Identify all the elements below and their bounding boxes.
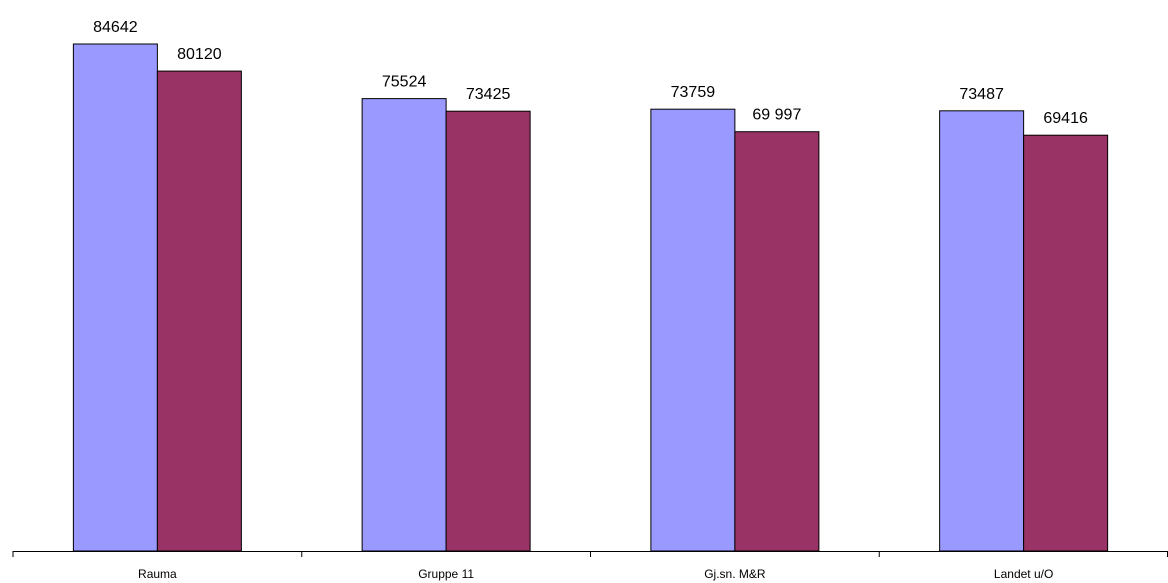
- category-label-1: Gruppe 11: [418, 567, 474, 581]
- value-label-s1-1: 75524: [382, 74, 427, 91]
- category-label-0: Rauma: [138, 567, 177, 581]
- value-label-s1-3: 73487: [959, 86, 1004, 103]
- value-label-s2-0: 80120: [177, 46, 222, 63]
- value-label-s1-0: 84642: [93, 19, 138, 36]
- bar-s1-1: [361, 98, 447, 552]
- x-axis: [12, 551, 1168, 557]
- value-labels-layer: 84642 80120 75524 73425 73759 69 997 73487 6941…: [93, 19, 1088, 127]
- bar-s1-0: [72, 43, 158, 552]
- bar-s2-3: [1023, 134, 1109, 552]
- bar-s2-2: [734, 131, 820, 552]
- bar-s1-2: [650, 108, 736, 552]
- value-label-s2-1: 73425: [466, 86, 511, 103]
- bar-s2-1: [445, 110, 531, 552]
- value-label-s1-2: 73759: [671, 84, 716, 101]
- category-label-3: Landet u/O: [994, 567, 1053, 581]
- category-label-2: Gj.sn. M&R: [704, 567, 766, 581]
- bars-layer: [72, 43, 1109, 552]
- bar-s2-0: [156, 70, 242, 552]
- value-label-s2-2: 69 997: [752, 107, 801, 124]
- value-label-s2-3: 69416: [1043, 110, 1088, 127]
- bar-s1-3: [939, 110, 1025, 552]
- category-labels-layer: Rauma Gruppe 11 Gj.sn. M&R Landet u/O: [138, 567, 1053, 581]
